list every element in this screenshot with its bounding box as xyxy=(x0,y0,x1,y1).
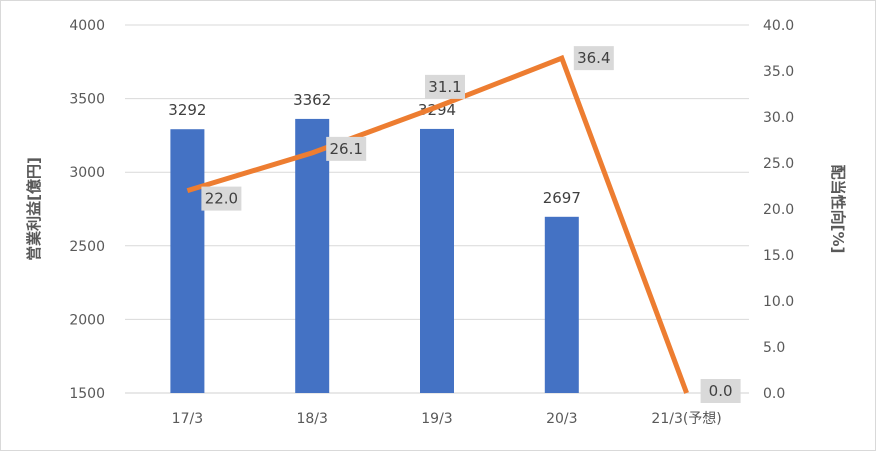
line-value-label: 26.1 xyxy=(329,140,362,158)
category-label: 21/3(予想) xyxy=(651,411,721,427)
bar-value-label: 3292 xyxy=(168,101,206,119)
category-label: 17/3 xyxy=(172,411,203,427)
bar-value-label: 2697 xyxy=(543,189,581,207)
left-tick-label: 3000 xyxy=(69,165,105,181)
line-value-label: 0.0 xyxy=(709,382,733,400)
category-label: 18/3 xyxy=(296,411,327,427)
right-tick-label: 35.0 xyxy=(763,64,794,80)
right-axis-ticks: 0.0 5.0 10.0 15.0 20.0 25.0 30.0 35.0 40.0 xyxy=(763,18,794,402)
right-tick-label: 15.0 xyxy=(763,248,794,264)
left-tick-label: 1500 xyxy=(69,386,105,402)
right-tick-label: 40.0 xyxy=(763,18,794,34)
line-data-labels: 22.0 26.1 31.1 36.4 0.0 xyxy=(201,46,740,403)
left-tick-label: 2000 xyxy=(69,312,105,328)
left-tick-label: 3500 xyxy=(69,92,105,108)
bar xyxy=(545,217,579,393)
right-tick-label: 0.0 xyxy=(763,386,785,402)
category-label: 20/3 xyxy=(546,411,577,427)
right-tick-label: 10.0 xyxy=(763,294,794,310)
line-value-label: 36.4 xyxy=(577,49,610,67)
bar xyxy=(420,129,454,393)
line-value-label: 22.0 xyxy=(205,190,238,208)
right-tick-label: 30.0 xyxy=(763,110,794,126)
right-axis-title: 配当性向[%] xyxy=(829,165,847,254)
bar-value-label: 3362 xyxy=(293,91,331,109)
left-tick-label: 2500 xyxy=(69,239,105,255)
right-tick-label: 25.0 xyxy=(763,156,794,172)
category-label: 19/3 xyxy=(421,411,452,427)
right-tick-label: 20.0 xyxy=(763,202,794,218)
left-tick-label: 4000 xyxy=(69,18,105,34)
bar xyxy=(170,129,204,393)
left-axis-title: 営業利益[億円] xyxy=(25,157,43,261)
right-tick-label: 5.0 xyxy=(763,340,785,356)
left-axis-ticks: 1500 2000 2500 3000 3500 4000 xyxy=(69,18,105,402)
bar-series xyxy=(170,119,578,393)
bar xyxy=(295,119,329,393)
line-value-label: 31.1 xyxy=(428,78,461,96)
category-axis-ticks: 17/3 18/3 19/3 20/3 21/3(予想) xyxy=(172,411,722,427)
